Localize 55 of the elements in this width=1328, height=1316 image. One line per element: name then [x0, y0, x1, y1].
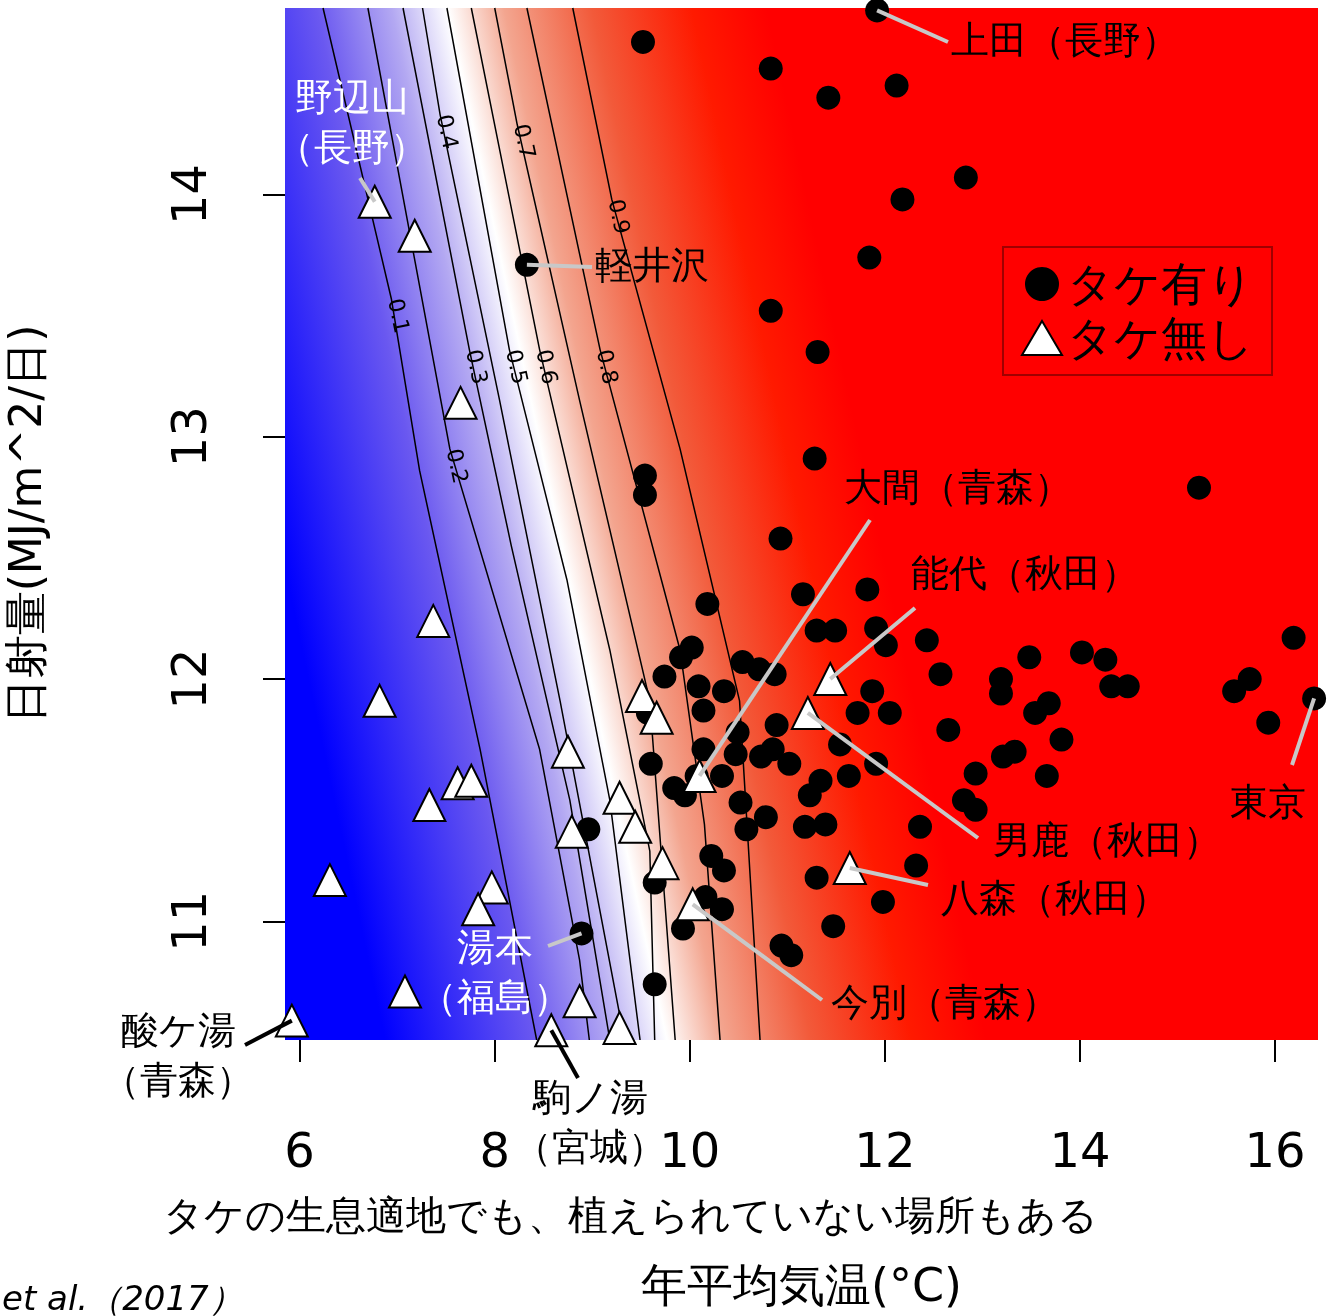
point [387, 974, 422, 1009]
text: 0.7 [508, 121, 541, 162]
text: 0.4 [431, 111, 464, 152]
legend-label: タケ有り [1067, 257, 1254, 311]
x-tick-label: 14 [1049, 1122, 1111, 1178]
text: タケの生息適地でも、植えられていない場所もある [162, 1192, 1098, 1238]
point [645, 846, 680, 881]
y-tick-label: 14 [161, 164, 217, 226]
point [602, 1010, 637, 1045]
point [461, 892, 496, 927]
point [357, 184, 392, 219]
point [454, 763, 489, 798]
x-tick-label: 12 [854, 1122, 916, 1178]
point [550, 734, 585, 769]
point [397, 218, 432, 253]
annotation: 上田（長野） [951, 18, 1179, 62]
point [682, 758, 717, 793]
point [618, 809, 653, 844]
x-axis-title: 年平均気温(°C) [640, 1258, 963, 1312]
text: 0.9 [603, 196, 636, 237]
x-tick-label: 16 [1244, 1122, 1306, 1178]
y-tick-label: 13 [161, 406, 217, 468]
text: 0.5 [501, 346, 533, 387]
annotation: 酸ケ湯（青森） [102, 1008, 254, 1102]
point [443, 385, 478, 420]
x-tick-label: 8 [479, 1122, 510, 1178]
text: 0.2 [441, 446, 474, 486]
point [412, 788, 447, 823]
point [832, 851, 867, 885]
point [562, 984, 597, 1019]
annotation: 能代（秋田） [911, 551, 1139, 595]
x-tick-label: 6 [284, 1122, 315, 1178]
line-series [572, 7, 761, 1041]
annotation: 八森（秋田） [941, 876, 1169, 920]
annotation: 男鹿（秋田） [993, 818, 1221, 862]
text: 0.1 [383, 296, 415, 336]
annotation: 東京 [1230, 780, 1306, 824]
text: 0.3 [461, 346, 493, 387]
point [362, 683, 397, 718]
point [274, 1003, 309, 1038]
point [639, 700, 674, 735]
text: et al.（2017） [2, 1278, 243, 1316]
point [416, 603, 451, 638]
x-tick-label: 10 [659, 1122, 721, 1178]
text: 0.6 [531, 346, 564, 387]
point [602, 780, 637, 815]
annotation: 今別（青森） [831, 980, 1059, 1024]
text: 0.8 [591, 346, 624, 387]
y-tick-label: 12 [161, 648, 217, 710]
point [312, 863, 347, 898]
legend-label: タケ無し [1067, 311, 1254, 365]
point [813, 662, 848, 697]
y-axis-title: 日射量(MJ/m^2/日) [0, 324, 51, 724]
annotation: 大間（青森） [844, 465, 1072, 509]
y-tick-label: 11 [161, 890, 217, 952]
